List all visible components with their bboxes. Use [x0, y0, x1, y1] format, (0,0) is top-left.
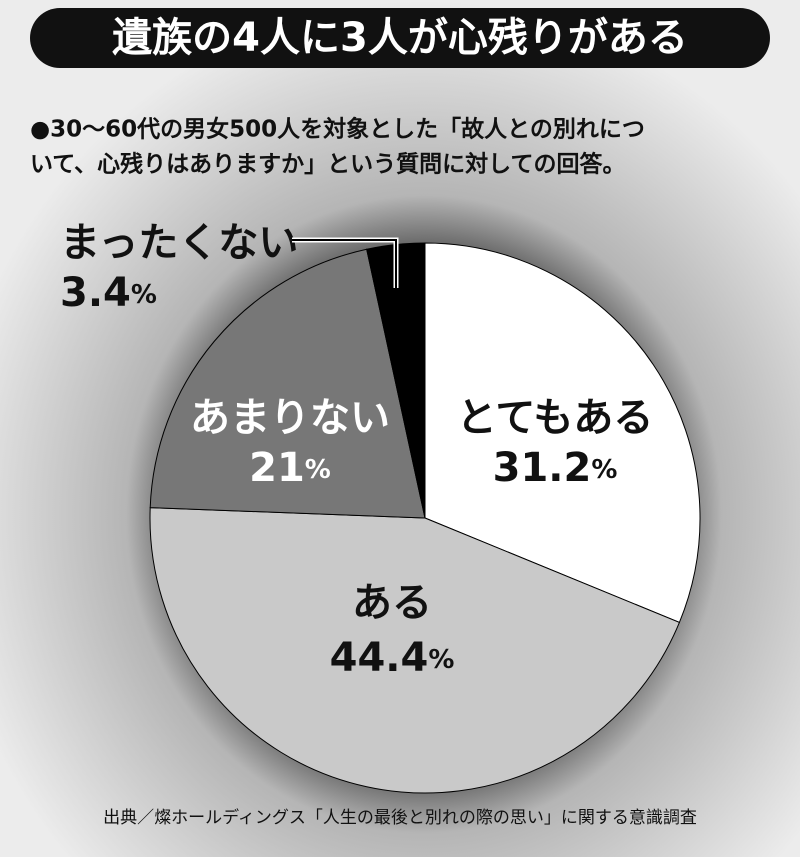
slice-label: あまりない: [190, 395, 390, 441]
subtitle: ●30～60代の男女500人を対象とした「故人との別れにつ: [30, 116, 645, 143]
pie-slice: [424, 242, 701, 624]
leader-line: [292, 239, 397, 288]
pie-slice: [149, 507, 681, 794]
value-label: 3.4%: [60, 270, 157, 316]
chart-title: 遺族の4人に3人が心残りがある: [112, 15, 688, 61]
pie-slice: [149, 248, 426, 519]
subtitle: いて、心残りはありますか」という質問に対しての回答。: [30, 151, 625, 178]
value-label: 44.4%: [330, 635, 455, 681]
pie: [149, 242, 701, 794]
slice-label: まったくない: [60, 220, 298, 266]
title-bar: [30, 8, 770, 68]
value-label: 31.2%: [493, 445, 618, 491]
value-label: 21%: [249, 445, 331, 491]
slice-label: ある: [352, 580, 432, 626]
source: 出典／燦ホールディングス「人生の最後と別れの際の思い」に関する意識調査: [103, 807, 697, 828]
slice-label: とてもある: [457, 395, 654, 441]
